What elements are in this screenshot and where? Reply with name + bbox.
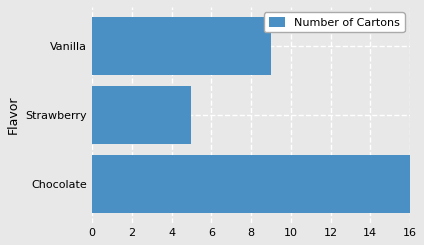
Y-axis label: Flavor: Flavor [7, 96, 20, 134]
Legend: Number of Cartons: Number of Cartons [264, 12, 404, 32]
Bar [92, 86, 191, 144]
Bar [92, 155, 410, 213]
Bar [92, 17, 271, 75]
